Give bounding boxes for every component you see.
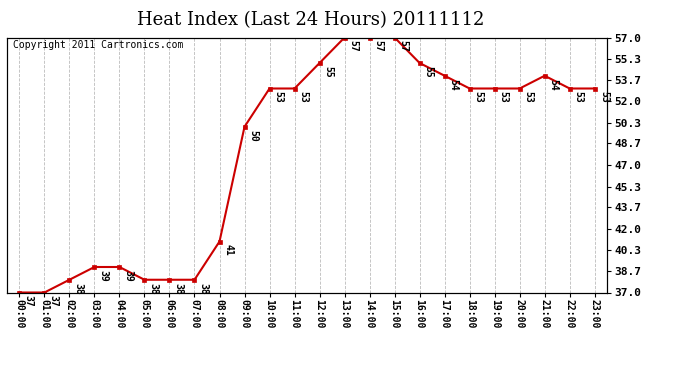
Text: 37: 37 [48, 295, 59, 307]
Text: 53: 53 [499, 91, 509, 103]
Text: 57: 57 [399, 40, 408, 52]
Text: 41: 41 [224, 244, 234, 256]
Text: 53: 53 [474, 91, 484, 103]
Text: Copyright 2011 Cartronics.com: Copyright 2011 Cartronics.com [13, 40, 184, 50]
Text: 38: 38 [148, 282, 159, 294]
Text: 55: 55 [424, 66, 434, 78]
Text: Heat Index (Last 24 Hours) 20111112: Heat Index (Last 24 Hours) 20111112 [137, 11, 484, 29]
Text: 53: 53 [599, 91, 609, 103]
Text: 53: 53 [574, 91, 584, 103]
Text: 54: 54 [549, 78, 559, 90]
Text: 55: 55 [324, 66, 334, 78]
Text: 39: 39 [124, 270, 134, 282]
Text: 53: 53 [299, 91, 308, 103]
Text: 38: 38 [174, 282, 184, 294]
Text: 53: 53 [274, 91, 284, 103]
Text: 57: 57 [374, 40, 384, 52]
Text: 38: 38 [199, 282, 208, 294]
Text: 39: 39 [99, 270, 108, 282]
Text: 37: 37 [23, 295, 34, 307]
Text: 38: 38 [74, 282, 83, 294]
Text: 54: 54 [448, 78, 459, 90]
Text: 50: 50 [248, 129, 259, 141]
Text: 53: 53 [524, 91, 534, 103]
Text: 57: 57 [348, 40, 359, 52]
